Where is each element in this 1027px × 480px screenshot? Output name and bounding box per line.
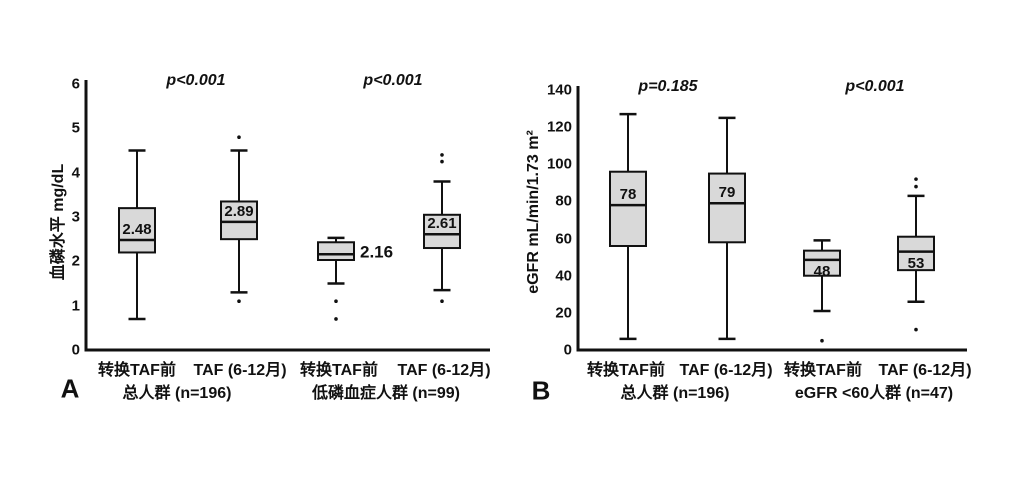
iqr-box: [317, 241, 355, 262]
iqr-box: [803, 249, 841, 277]
outlier-dot: [334, 299, 338, 304]
outlier-dot: [440, 159, 444, 164]
outlier-dot: [237, 135, 241, 139]
iqr-box: [609, 170, 647, 247]
outlier-dot: [440, 153, 444, 157]
outlier-dot: [820, 338, 824, 343]
iqr-box: [118, 207, 156, 254]
iqr-box: [423, 213, 461, 250]
y-axis-title-phosphorus: 血磷水平 mg/dL: [50, 163, 67, 281]
panel-label-b: B: [531, 375, 551, 406]
outlier-dot: [440, 299, 444, 304]
outlier-dot: [914, 327, 918, 332]
iqr-box: [897, 235, 935, 272]
iqr-box: [220, 200, 258, 241]
outlier-dot: [237, 299, 241, 304]
outlier-dot: [334, 317, 338, 321]
outlier-dot: [914, 184, 918, 189]
iqr-box: [708, 172, 746, 244]
panel-label-a: A: [60, 373, 80, 404]
outlier-dot: [914, 177, 918, 181]
y-axis-title-egfr: eGFR mL/min/1.73 m²: [525, 130, 542, 294]
